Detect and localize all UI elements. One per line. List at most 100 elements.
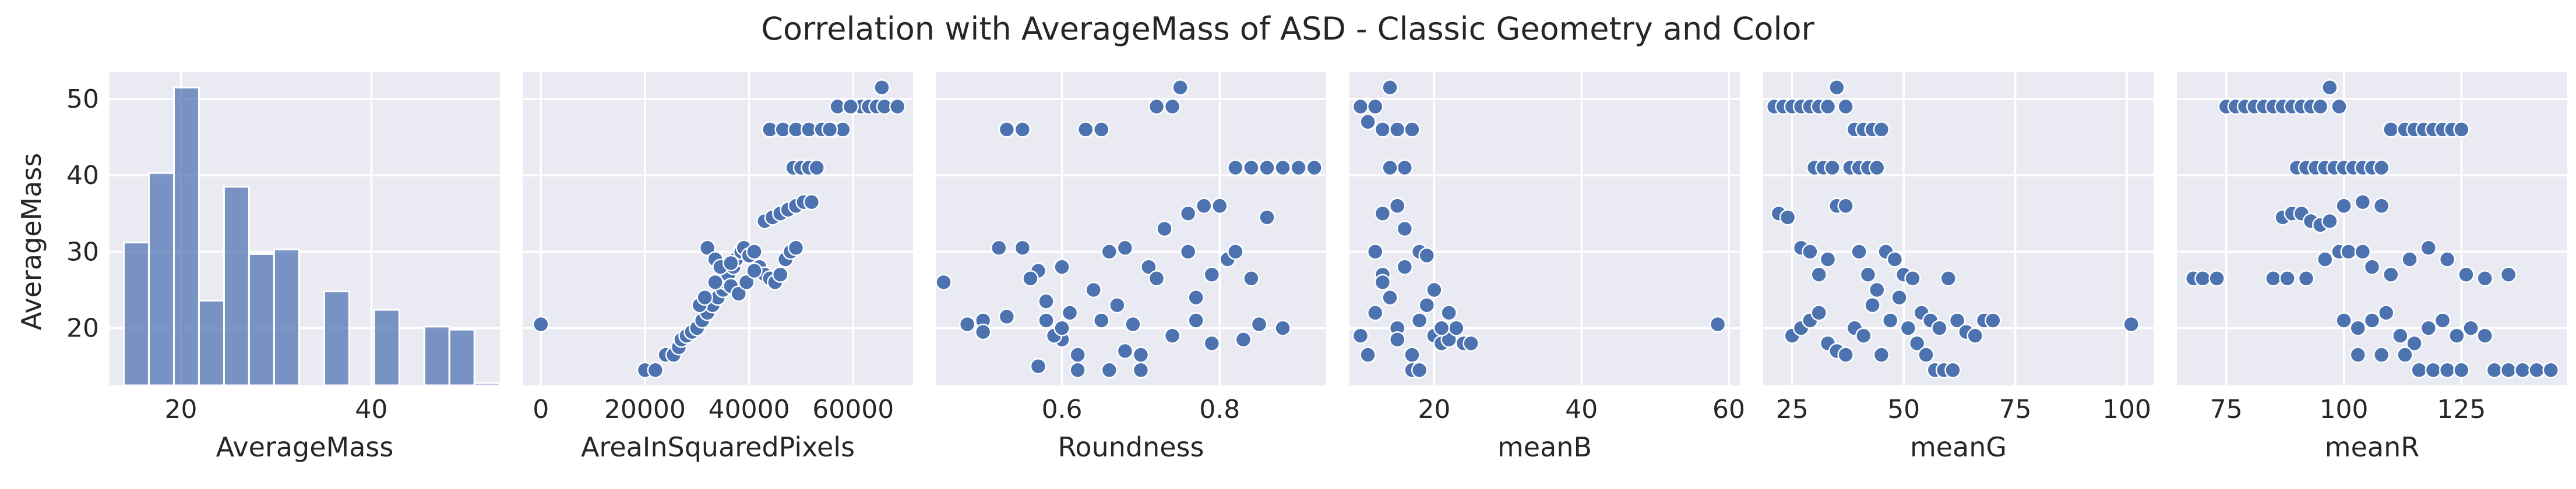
- scatter-point: [1116, 342, 1134, 360]
- scatter-point: [1404, 346, 1421, 363]
- x-tick-label: 0: [533, 395, 549, 424]
- scatter-point: [1908, 335, 1926, 352]
- scatter-point: [1819, 251, 1837, 268]
- scatter-point: [1359, 114, 1376, 130]
- scatter-point: [746, 243, 763, 260]
- scatter-point: [1389, 331, 1406, 348]
- scatter-point: [1274, 320, 1291, 336]
- scatter-point: [1306, 159, 1323, 176]
- scatter-point: [1967, 327, 1983, 344]
- scatter-point: [1709, 316, 1726, 333]
- x-axis-label: AreaInSquaredPixels: [581, 431, 855, 463]
- panel-background: [936, 72, 1326, 385]
- scatter-point: [730, 285, 747, 302]
- scatter-point: [2462, 320, 2479, 336]
- scatter-point: [1810, 304, 1827, 321]
- scatter-point: [1093, 312, 1110, 329]
- scatter-point: [1187, 289, 1204, 306]
- x-tick-label: 25: [1776, 395, 1809, 424]
- scatter-point: [1125, 316, 1141, 333]
- scatter-point: [2406, 335, 2423, 352]
- scatter-point: [1101, 243, 1118, 260]
- scatter-point: [1250, 316, 1268, 333]
- scatter-point: [1944, 362, 1961, 379]
- scatter-point: [2335, 312, 2352, 329]
- scatter-point: [1132, 346, 1150, 363]
- scatter-point: [1940, 270, 1957, 287]
- scatter-point: [1116, 239, 1134, 257]
- scatter-point: [1243, 159, 1260, 176]
- scatter-point: [2335, 197, 2352, 214]
- scatter-point: [1819, 98, 1837, 115]
- scatter-point: [1426, 281, 1443, 299]
- scatter-point: [1837, 346, 1854, 363]
- scatter-point: [1869, 281, 1886, 299]
- x-tick-label: 75: [2210, 395, 2243, 424]
- scatter-point: [1824, 159, 1841, 176]
- scatter-point: [2542, 362, 2559, 379]
- scatter-point: [1148, 98, 1165, 115]
- scatter-point: [998, 308, 1016, 325]
- scatter-point: [1837, 197, 1854, 214]
- scatter-point: [2425, 362, 2442, 379]
- histogram-bar: [147, 172, 175, 387]
- scatter-point: [2528, 362, 2545, 379]
- scatter-point: [1873, 121, 1890, 138]
- scatter-point: [1411, 362, 1428, 379]
- scatter-point: [1069, 362, 1086, 379]
- x-tick-label: 75: [1999, 395, 2032, 424]
- scatter-point: [2194, 270, 2211, 287]
- scatter-point: [1382, 159, 1398, 176]
- histogram-bar: [448, 328, 475, 387]
- scatter-point: [803, 193, 820, 211]
- scatter-point: [1396, 220, 1414, 238]
- scatter-point: [1931, 320, 1948, 336]
- scatter-point: [1132, 362, 1150, 379]
- scatter-point: [2321, 212, 2338, 230]
- scatter-point: [533, 316, 549, 333]
- panel-background: [2177, 72, 2567, 385]
- scatter-point: [889, 98, 906, 115]
- scatter-point: [1030, 357, 1047, 375]
- scatter-point: [746, 262, 763, 279]
- x-tick-label: 40: [1565, 395, 1598, 424]
- scatter-point: [2265, 270, 2282, 287]
- scatter-point: [1389, 121, 1406, 138]
- scatter-point: [2311, 98, 2329, 115]
- scatter-point: [2373, 346, 2390, 363]
- scatter-point: [1463, 335, 1479, 352]
- scatter-point: [1061, 304, 1079, 321]
- scatter-point: [2397, 346, 2413, 363]
- scatter-point: [1418, 296, 1435, 314]
- scatter-point: [723, 254, 739, 272]
- scatter-point: [2453, 362, 2470, 379]
- scatter-point: [1404, 121, 1421, 138]
- histogram-bar: [223, 186, 250, 387]
- scatter-point: [771, 266, 789, 283]
- scatter-point: [1374, 121, 1391, 138]
- scatter-point: [1290, 159, 1307, 176]
- x-tick-label: 40: [355, 395, 387, 424]
- x-tick-label: 60: [1712, 395, 1745, 424]
- scatter-point: [1022, 270, 1039, 287]
- scatter-point: [2411, 362, 2427, 379]
- scatter-point: [1069, 346, 1086, 363]
- y-tick-label: 50: [66, 84, 99, 114]
- scatter-point: [2340, 243, 2357, 260]
- panels-group: 20 40 AverageMass 20 30 40 50 0 20000 40000 60000 A…: [66, 72, 2567, 463]
- scatter-point: [2279, 270, 2296, 287]
- scatter-point: [1802, 243, 1819, 260]
- scatter-point: [2401, 251, 2418, 268]
- scatter-point: [2453, 121, 2470, 138]
- scatter-point: [2420, 239, 2437, 257]
- scatter-point: [2208, 270, 2225, 287]
- panel-2: 0 20000 40000 60000 AreaInSquaredPixels: [523, 72, 913, 463]
- scatter-point: [1918, 346, 1934, 363]
- scatter-point: [2458, 266, 2475, 283]
- x-axis-label: meanG: [1910, 431, 2007, 463]
- histogram-bar: [423, 325, 450, 387]
- x-tick-label: 100: [2102, 395, 2151, 424]
- scatter-point: [1101, 362, 1118, 379]
- scatter-point: [808, 159, 825, 176]
